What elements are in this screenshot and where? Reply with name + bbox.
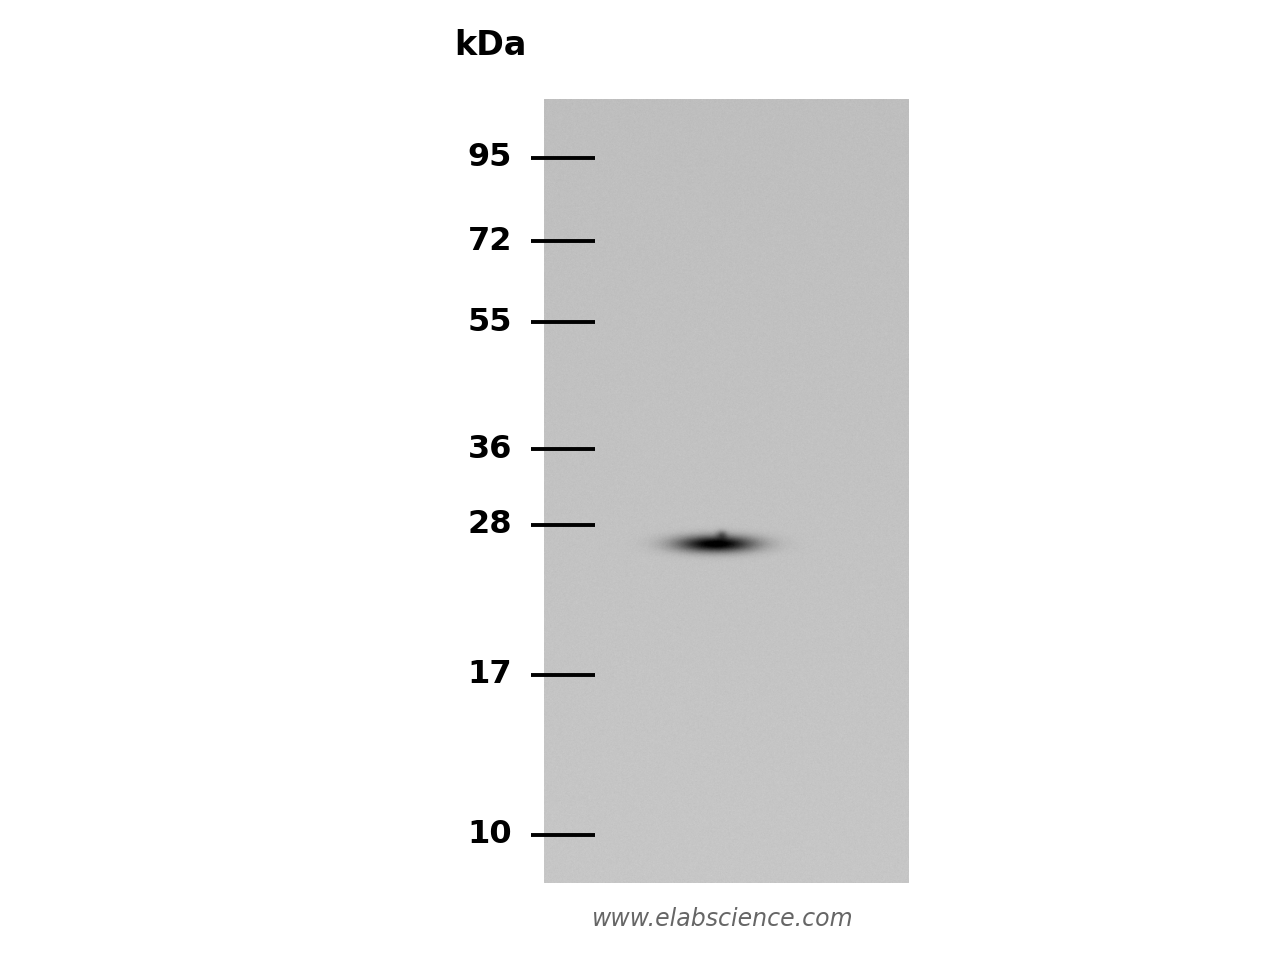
Text: 55: 55 [467,307,512,337]
Text: 36: 36 [467,434,512,465]
Text: 17: 17 [467,660,512,690]
Text: 95: 95 [467,142,512,173]
Text: kDa: kDa [454,29,527,62]
Text: www.elabscience.com: www.elabscience.com [593,906,854,931]
Text: 72: 72 [467,225,512,257]
Text: 10: 10 [467,819,512,850]
Text: 28: 28 [467,509,512,541]
